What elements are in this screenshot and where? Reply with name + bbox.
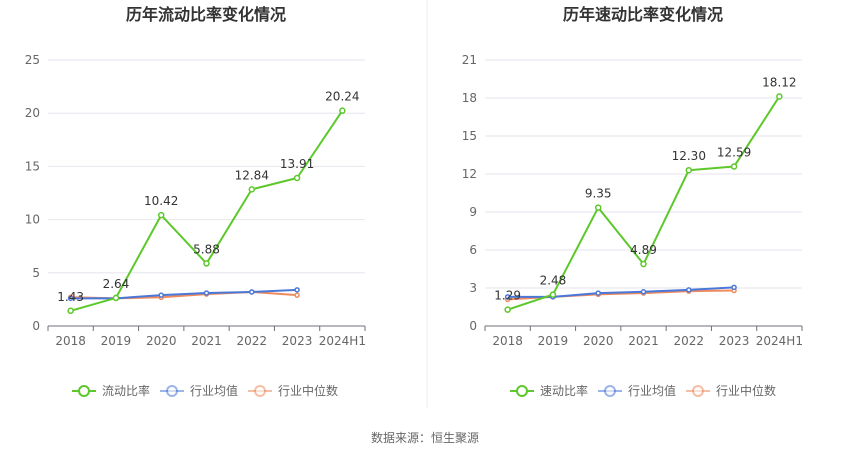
x-tick-label: 2024H1 — [319, 334, 366, 348]
data-point-industry — [249, 289, 255, 295]
legend-swatch-marker — [692, 385, 704, 397]
data-point-main — [730, 163, 738, 170]
data-label: 2.64 — [103, 277, 130, 291]
y-tick-label: 21 — [462, 53, 477, 67]
legend-swatch-marker — [166, 385, 178, 397]
x-tick-label: 2024H1 — [756, 334, 803, 348]
data-source-note: 数据来源：恒生聚源 — [370, 431, 479, 445]
data-point-main — [203, 260, 210, 267]
data-point-main — [504, 306, 511, 313]
x-tick-label: 2020 — [583, 334, 614, 348]
data-point-main — [685, 166, 693, 174]
data-point-main — [248, 186, 256, 193]
data-point-industry — [294, 292, 300, 298]
data-point-main — [67, 307, 74, 315]
data-label: 10.42 — [144, 194, 178, 208]
y-tick-label: 15 — [462, 129, 477, 143]
data-point-industry — [595, 290, 601, 296]
data-point-main — [594, 204, 602, 211]
y-tick-label: 20 — [25, 106, 40, 120]
legend-label: 行业中位数 — [278, 383, 338, 398]
data-label: 20.24 — [325, 90, 359, 104]
series-line-industry-mean — [70, 288, 298, 300]
chart-title: 历年流动比率变化情况 — [126, 5, 286, 24]
legend-swatch-marker — [516, 385, 528, 397]
y-tick-label: 0 — [469, 319, 477, 333]
data-label: 13.91 — [280, 157, 314, 171]
data-point-industry — [294, 287, 300, 293]
x-tick-label: 2023 — [719, 334, 750, 348]
y-tick-label: 5 — [32, 266, 40, 280]
y-tick-label: 6 — [469, 243, 477, 257]
chart-panel-2: 历年速动比率变化情况 0 3 6 9 12 15 18 21 2018 2019 2020 2021 20… — [462, 5, 803, 398]
legend-swatch-marker — [254, 385, 266, 397]
chart-title: 历年速动比率变化情况 — [563, 5, 723, 24]
data-point-main — [776, 93, 783, 100]
x-tick-label: 2019 — [538, 334, 569, 348]
data-label: 2.48 — [540, 274, 567, 288]
legend-label: 流动比率 — [102, 383, 150, 398]
chart-panel-1: 历年流动比率变化情况 0 5 10 15 20 25 2018 2019 2020 2021 2022… — [25, 5, 366, 398]
data-point-main — [640, 260, 647, 268]
data-label: 4.89 — [630, 243, 657, 257]
data-point-main — [549, 291, 557, 298]
x-tick-label: 2023 — [282, 334, 313, 348]
data-point-main — [293, 174, 301, 182]
legend-label: 行业均值 — [628, 383, 676, 398]
data-point-industry — [203, 290, 210, 296]
x-tick-label: 2022 — [674, 334, 705, 348]
x-tick-label: 2021 — [191, 334, 222, 348]
data-label: 1.29 — [494, 289, 521, 303]
y-tick-label: 25 — [25, 53, 40, 67]
data-label: 12.30 — [672, 149, 706, 163]
data-point-industry — [504, 294, 511, 300]
x-tick-label: 2021 — [628, 334, 659, 348]
data-point-industry — [158, 292, 164, 298]
y-tick-label: 10 — [25, 213, 40, 227]
y-tick-label: 9 — [469, 205, 477, 219]
data-point-industry — [731, 284, 737, 291]
legend-swatch-marker — [78, 385, 90, 397]
y-tick-label: 12 — [462, 167, 477, 181]
data-point-industry — [640, 289, 647, 295]
x-tick-label: 2020 — [146, 334, 177, 348]
y-tick-label: 3 — [469, 281, 477, 295]
data-label: 9.35 — [585, 187, 612, 201]
legend-label: 行业均值 — [190, 383, 238, 398]
data-point-industry — [686, 287, 692, 293]
x-tick-label: 2018 — [55, 334, 86, 348]
data-point-main — [157, 211, 165, 219]
y-tick-label: 18 — [462, 91, 477, 105]
x-tick-label: 2018 — [492, 334, 523, 348]
data-label: 5.88 — [193, 242, 220, 256]
y-tick-label: 15 — [25, 159, 40, 173]
x-tick-label: 2022 — [237, 334, 268, 348]
x-tick-label: 2019 — [101, 334, 132, 348]
data-label: 1.43 — [57, 290, 84, 304]
y-tick-label: 0 — [32, 319, 40, 333]
data-point-industry — [67, 295, 74, 302]
data-label: 12.84 — [235, 168, 269, 182]
data-point-main — [112, 294, 120, 302]
data-label: 12.59 — [717, 146, 751, 160]
series-line-industry-mean — [507, 286, 735, 298]
legend-label: 速动比率 — [540, 383, 588, 398]
data-label: 18.12 — [762, 75, 796, 89]
legend-swatch-marker — [604, 385, 616, 397]
legend-label: 行业中位数 — [716, 383, 776, 398]
data-point-main — [339, 107, 346, 114]
